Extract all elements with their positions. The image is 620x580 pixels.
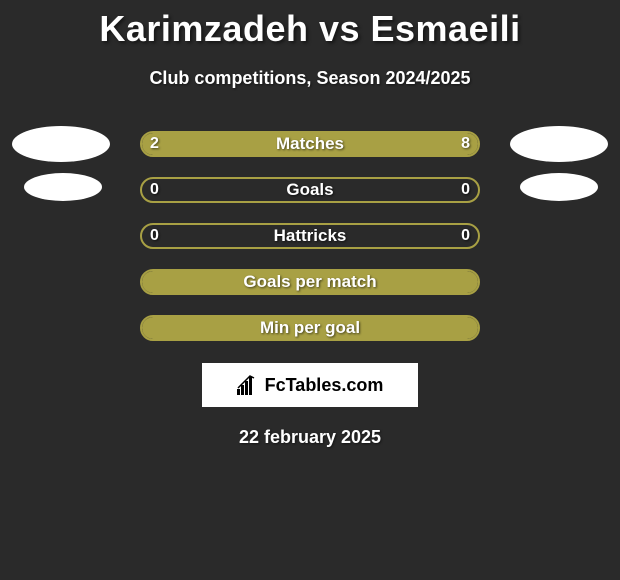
stat-label: Goals xyxy=(286,180,333,200)
team-right-logo xyxy=(510,126,608,162)
chart-icon xyxy=(237,375,259,395)
stat-row-gpm: Goals per match xyxy=(140,269,480,295)
stats-area: 2 Matches 8 0 Goals 0 xyxy=(10,131,610,341)
stat-value-left: 0 xyxy=(150,181,159,199)
badge-text: FcTables.com xyxy=(265,375,384,396)
date-text: 22 february 2025 xyxy=(10,427,610,448)
stat-row-goals: 0 Goals 0 xyxy=(140,177,480,203)
stat-label: Goals per match xyxy=(243,272,376,292)
page-title: Karimzadeh vs Esmaeili xyxy=(10,0,610,50)
bar-row: Min per goal xyxy=(140,315,480,341)
stat-value-right: 0 xyxy=(461,181,470,199)
fctables-badge: FcTables.com xyxy=(202,363,418,407)
stat-value-right: 0 xyxy=(461,227,470,245)
subtitle: Club competitions, Season 2024/2025 xyxy=(10,68,610,89)
team-right-logo-small xyxy=(520,173,598,201)
bar-row: Goals per match xyxy=(140,269,480,295)
stat-row-matches: 2 Matches 8 xyxy=(140,131,480,157)
bar-row: 0 Hattricks 0 xyxy=(140,223,480,249)
stat-value-right: 8 xyxy=(461,135,470,153)
team-left-logo-small xyxy=(24,173,102,201)
stat-row-mpg: Min per goal xyxy=(140,315,480,341)
stat-value-left: 2 xyxy=(150,135,159,153)
stat-label: Hattricks xyxy=(274,226,347,246)
comparison-infographic: Karimzadeh vs Esmaeili Club competitions… xyxy=(0,0,620,448)
bars-column: 2 Matches 8 0 Goals 0 xyxy=(140,131,480,341)
bar-row: 2 Matches 8 xyxy=(140,131,480,157)
team-left-logo xyxy=(12,126,110,162)
stat-label: Matches xyxy=(276,134,344,154)
stat-value-left: 0 xyxy=(150,227,159,245)
stat-label: Min per goal xyxy=(260,318,360,338)
stat-row-hattricks: 0 Hattricks 0 xyxy=(140,223,480,249)
bar-row: 0 Goals 0 xyxy=(140,177,480,203)
